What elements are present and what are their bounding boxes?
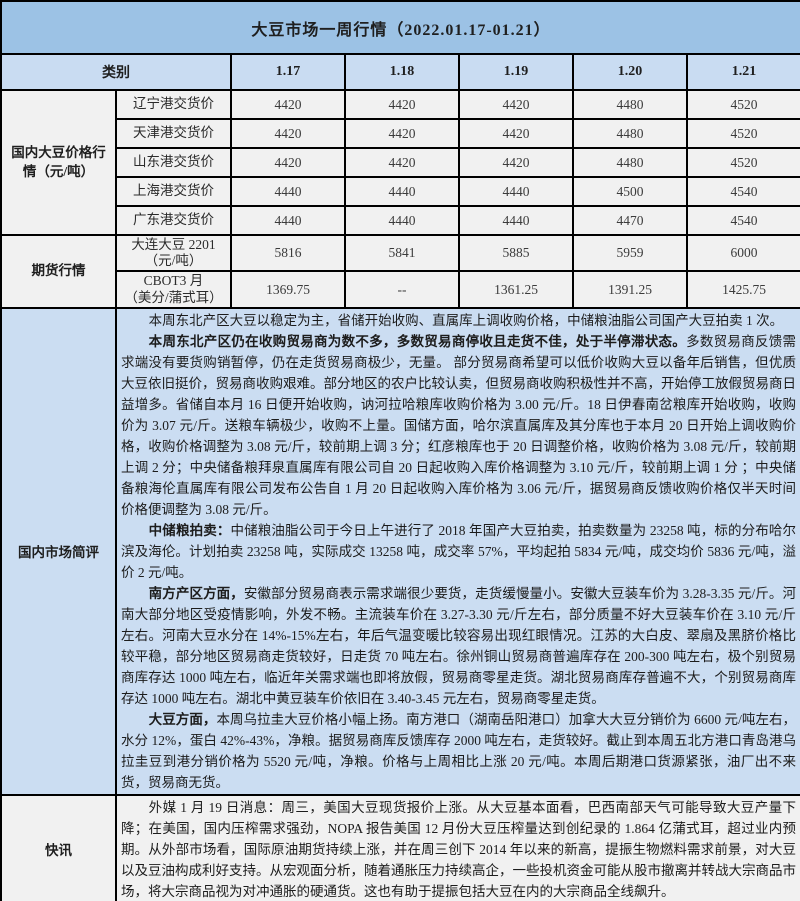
commentary-paragraph: 本周东北产区仍在收购贸易商为数不多，多数贸易商停收且走货不佳，处于半停滞状态。多… — [121, 331, 796, 520]
price-cell: 4440 — [458, 205, 574, 236]
commentary-paragraph: 南方产区方面，安徽部分贸易商表示需求端很少要货，走货缓慢量小。安徽大豆装车价为 … — [121, 583, 796, 709]
section-label-domestic-prices: 国内大豆价格行情（元/吨） — [0, 89, 117, 236]
paragraph-bold-lead: 本周东北产区仍在收购贸易商为数不多，多数贸易商停收且走货不佳，处于半停滞状态。 — [148, 333, 687, 349]
news-paragraph: 外媒 1 月 19 日消息：周三，美国大豆现货报价上涨。从大豆基本面看，巴西南部… — [121, 799, 797, 899]
price-cell: 5885 — [458, 233, 574, 273]
price-cell: 4520 — [685, 118, 800, 149]
price-cell: 4420 — [458, 147, 574, 178]
paragraph-text: 中储粮油脂公司于今日上午进行了 2018 年国产大豆拍卖，拍卖数量为 23258… — [121, 522, 797, 580]
price-cell: 5816 — [230, 233, 346, 273]
price-cell: 4440 — [230, 176, 346, 207]
table-row: CBOT3 月 （美分/蒲式耳） 1369.75 -- 1361.25 1391… — [1, 270, 800, 309]
commentary-paragraph: 中储粮拍卖：中储粮油脂公司于今日上午进行了 2018 年国产大豆拍卖，拍卖数量为… — [121, 520, 796, 583]
header-row: 类别 1.17 1.18 1.19 1.20 1.21 — [0, 53, 800, 91]
commentary-body: 本周东北产区大豆以稳定为主，省储开始收购、直属库上调收购价格，中储粮油脂公司国产… — [114, 306, 800, 796]
futures-contract-unit: （元/吨） — [144, 253, 203, 269]
table-row: 上海港交货价 4440 4440 4440 4500 4540 — [1, 176, 800, 207]
news-body: 外媒 1 月 19 日消息：周三，美国大豆现货报价上涨。从大豆基本面看，巴西南部… — [114, 793, 800, 901]
section-label-futures: 期货行情 — [0, 234, 117, 309]
row-name: 山东港交货价 — [115, 147, 232, 178]
price-cell: 4520 — [685, 147, 800, 178]
date-header-2: 1.18 — [344, 53, 460, 91]
row-name: 辽宁港交货价 — [115, 89, 232, 120]
price-cell: 1425.75 — [685, 270, 800, 309]
price-cell: 1361.25 — [458, 270, 574, 309]
price-cell: 4420 — [230, 118, 346, 149]
price-cell: -- — [344, 270, 460, 309]
futures-contract-name: CBOT3 月 — [143, 273, 204, 289]
table-row: 期货行情 大连大豆 2201 （元/吨） 5816 5841 5885 5959… — [0, 233, 800, 309]
price-cell: 4480 — [572, 147, 688, 178]
price-cell: 5959 — [572, 233, 688, 273]
commentary-label: 国内市场简评 — [0, 306, 117, 796]
commentary-paragraph: 大豆方面，本周乌拉圭大豆价格小幅上扬。南方港口（湖南岳阳港口）加拿大大豆分销价为… — [121, 709, 796, 793]
paragraph-text: 安徽部分贸易商表示需求端很少要货，走货缓慢量小。安徽大豆装车价为 3.28-3.… — [121, 585, 797, 706]
price-cell: 1391.25 — [572, 270, 688, 309]
price-cell: 4540 — [685, 176, 800, 207]
news-row: 快讯 外媒 1 月 19 日消息：周三，美国大豆现货报价上涨。从大豆基本面看，巴… — [0, 793, 800, 901]
news-label: 快讯 — [0, 793, 117, 901]
price-cell: 4420 — [458, 89, 574, 120]
table-row: 广东港交货价 4440 4440 4440 4470 4540 — [1, 205, 800, 236]
price-cell: 4420 — [344, 118, 460, 149]
page-title: 大豆市场一周行情（2022.01.17-01.21） — [0, 0, 800, 55]
price-cell: 4440 — [458, 176, 574, 207]
price-cell: 4440 — [344, 176, 460, 207]
price-cell: 4420 — [344, 147, 460, 178]
price-cell: 5841 — [344, 233, 460, 273]
date-header-1: 1.17 — [230, 53, 346, 91]
paragraph-bold-lead: 中储粮拍卖： — [148, 522, 231, 538]
row-name: CBOT3 月 （美分/蒲式耳） — [115, 270, 232, 309]
date-header-5: 1.21 — [685, 53, 800, 91]
row-name: 上海港交货价 — [115, 176, 232, 207]
paragraph-text: 多数贸易商反馈需求端没有要货购销暂停，仍在走货贸易商极少，无量。 部分贸易商希望… — [121, 333, 797, 517]
title-row: 大豆市场一周行情（2022.01.17-01.21） — [0, 0, 800, 55]
paragraph-text: 本周乌拉圭大豆价格小幅上扬。南方港口（湖南岳阳港口）加拿大大豆分销价为 6600… — [121, 711, 797, 790]
paragraph-text: 本周东北产区大豆以稳定为主，省储开始收购、直属库上调收购价格，中储粮油脂公司国产… — [148, 312, 784, 328]
futures-contract-unit: （美分/蒲式耳） — [124, 289, 223, 305]
date-header-3: 1.19 — [458, 53, 574, 91]
table-row: 天津港交货价 4420 4420 4420 4480 4520 — [1, 118, 800, 149]
row-name: 天津港交货价 — [115, 118, 232, 149]
price-cell: 4480 — [572, 89, 688, 120]
commentary-row: 国内市场简评 本周东北产区大豆以稳定为主，省储开始收购、直属库上调收购价格，中储… — [0, 306, 800, 796]
price-cell: 4500 — [572, 176, 688, 207]
price-cell: 4440 — [344, 205, 460, 236]
row-name: 大连大豆 2201 （元/吨） — [115, 233, 232, 273]
category-header: 类别 — [0, 53, 232, 91]
price-cell: 4420 — [230, 147, 346, 178]
price-cell: 1369.75 — [230, 270, 346, 309]
price-cell: 6000 — [685, 233, 800, 273]
date-header-4: 1.20 — [572, 53, 688, 91]
table-row: 国内大豆价格行情（元/吨） 辽宁港交货价 4420 4420 4420 4480… — [0, 89, 800, 236]
price-cell: 4420 — [458, 118, 574, 149]
price-cell: 4470 — [572, 205, 688, 236]
price-cell: 4420 — [230, 89, 346, 120]
commentary-paragraph: 本周东北产区大豆以稳定为主，省储开始收购、直属库上调收购价格，中储粮油脂公司国产… — [121, 310, 796, 331]
row-name: 广东港交货价 — [115, 205, 232, 236]
paragraph-bold-lead: 大豆方面， — [148, 711, 217, 727]
price-cell: 4480 — [572, 118, 688, 149]
price-cell: 4520 — [685, 89, 800, 120]
price-cell: 4540 — [685, 205, 800, 236]
paragraph-bold-lead: 南方产区方面， — [148, 585, 244, 601]
price-cell: 4420 — [344, 89, 460, 120]
futures-contract-name: 大连大豆 2201 — [131, 237, 216, 252]
price-cell: 4440 — [230, 205, 346, 236]
table-row: 山东港交货价 4420 4420 4420 4480 4520 — [1, 147, 800, 178]
